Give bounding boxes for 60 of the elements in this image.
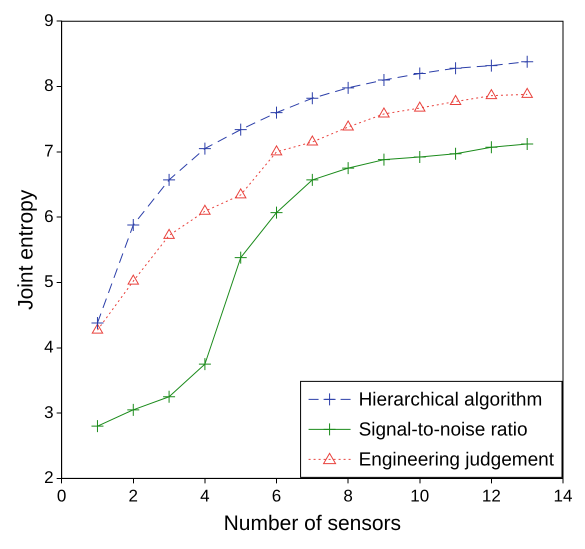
legend-label: Engineering judgement: [358, 450, 555, 471]
point: [378, 107, 390, 118]
y-tick-label: 3: [44, 402, 54, 422]
point: [484, 140, 498, 154]
y-axis-title: Joint entropy: [14, 189, 38, 310]
point: [270, 106, 284, 120]
point: [126, 403, 140, 416]
point: [521, 88, 533, 98]
y-tick-label: 6: [44, 206, 54, 226]
point: [128, 274, 139, 285]
point: [163, 228, 175, 239]
point: [306, 136, 318, 146]
point: [90, 316, 104, 330]
point: [413, 150, 426, 164]
point: [450, 95, 462, 106]
y-tick-label: 2: [44, 468, 54, 488]
point: [413, 66, 426, 80]
legend-label: Hierarchical algorithm: [358, 390, 542, 411]
point: [270, 145, 282, 156]
x-axis-title: Number of sensors: [224, 512, 402, 536]
point: [342, 162, 355, 175]
x-tick-label: 6: [272, 486, 282, 506]
legend-label: Signal-to-noise ratio: [358, 420, 528, 441]
point: [342, 81, 355, 94]
point: [520, 55, 534, 68]
point: [92, 324, 104, 334]
y-tick-label: 7: [44, 142, 54, 161]
point: [126, 218, 140, 232]
point: [342, 120, 354, 131]
x-tick-label: 12: [482, 486, 501, 506]
y-tick-label: 4: [44, 337, 54, 356]
x-tick-label: 2: [128, 486, 138, 506]
point: [234, 251, 248, 264]
x-tick-label: 10: [410, 486, 430, 506]
x-tick-label: 14: [554, 486, 572, 506]
point: [414, 102, 426, 112]
x-tick-label: 4: [200, 486, 210, 506]
point: [484, 59, 498, 72]
point: [377, 153, 390, 166]
point: [198, 142, 212, 156]
point: [198, 358, 212, 371]
point: [199, 204, 211, 215]
point: [162, 390, 176, 404]
x-tick-label: 0: [56, 486, 66, 506]
point: [306, 173, 319, 186]
point: [449, 62, 462, 75]
point: [90, 420, 104, 433]
point: [270, 206, 284, 220]
x-tick-label: 8: [343, 486, 353, 506]
point: [520, 137, 534, 150]
point: [234, 123, 248, 136]
y-tick-label: 8: [44, 76, 54, 96]
point: [162, 173, 176, 186]
point: [235, 188, 246, 198]
y-tick-label: 9: [44, 10, 54, 30]
point: [377, 73, 390, 86]
y-tick-label: 5: [44, 272, 54, 292]
point: [449, 147, 462, 160]
point: [306, 92, 319, 105]
point: [486, 89, 498, 100]
